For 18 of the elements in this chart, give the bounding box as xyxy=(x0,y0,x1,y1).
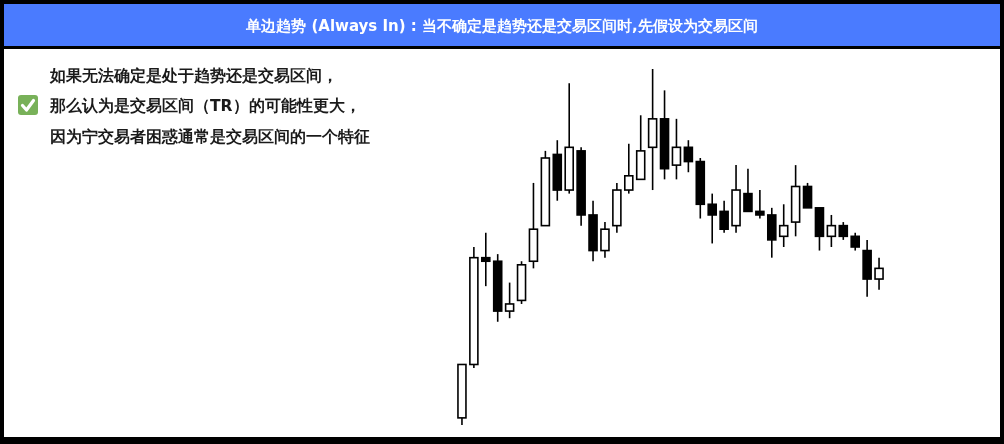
candlestick xyxy=(755,189,765,220)
candlestick xyxy=(719,199,729,234)
candlestick xyxy=(600,221,610,259)
candlestick xyxy=(802,182,813,209)
text: 因为宁交易者困惑通常是交易区间的一个特征 xyxy=(50,126,370,146)
candlestick xyxy=(623,142,634,195)
candlestick xyxy=(671,118,682,181)
text: 那么认为是交易区间（TR）的可能性更大， xyxy=(49,96,361,115)
candlestick xyxy=(480,231,491,287)
candlestick xyxy=(874,256,884,291)
candlestick xyxy=(826,214,837,248)
candlestick xyxy=(707,192,718,245)
candlestick xyxy=(743,167,753,213)
text: 如果无法确定是处于趋势还是交易区间， xyxy=(49,65,338,85)
chart-title: 单边趋势 (Always In) : 当不确定是趋势还是交易区间时,先假设为交易区间 xyxy=(245,17,758,35)
candlestick xyxy=(683,139,694,174)
candlestick xyxy=(778,203,789,248)
candlestick xyxy=(504,281,515,319)
